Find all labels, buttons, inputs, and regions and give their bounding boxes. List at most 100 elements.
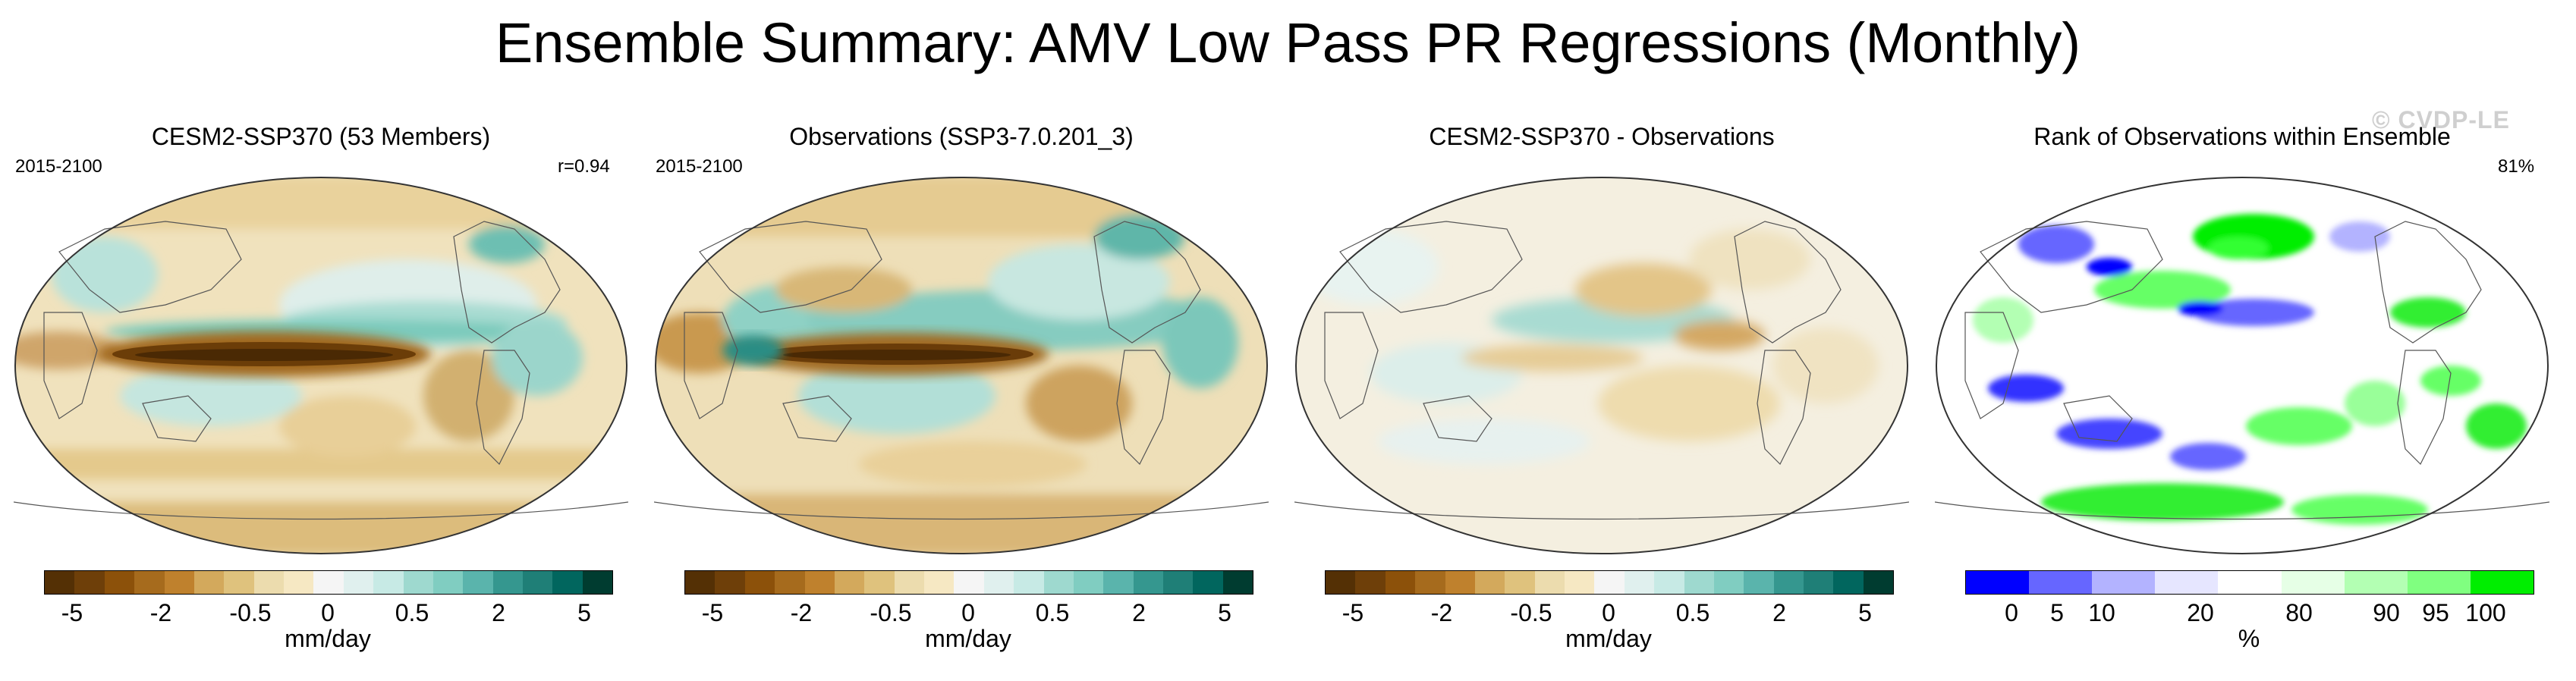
cbar3-tick: -5	[1341, 599, 1364, 626]
colorbar-swatch	[1624, 571, 1655, 594]
colorbar-swatch	[1863, 571, 1894, 594]
colorbar-swatch	[894, 571, 924, 594]
cbar1-tick: -0.5	[229, 599, 272, 626]
colorbar-swatch	[164, 571, 194, 594]
colorbar-swatch	[804, 571, 835, 594]
colorbar-swatch	[1773, 571, 1804, 594]
colorbar-swatch	[834, 571, 865, 594]
colorbar-swatch	[983, 571, 1014, 594]
cbar1-tick: -5	[61, 599, 83, 626]
map-rank	[1935, 177, 2549, 554]
cbar2-tick: 0.5	[1035, 599, 1070, 626]
colorbar-swatch	[744, 571, 775, 594]
colorbar-swatch	[1415, 571, 1445, 594]
colorbar-swatch	[1445, 571, 1475, 594]
colorbar-swatch	[2470, 571, 2534, 594]
panel-1-title: CESM2-SSP370 (53 Members)	[151, 123, 491, 150]
panel-4-title: Rank of Observations within Ensemble	[2033, 123, 2451, 150]
colorbar-swatch	[1326, 571, 1356, 594]
colorbar-1	[44, 570, 613, 595]
cbar3-tick: -0.5	[1510, 599, 1552, 626]
colorbar-swatch	[1043, 571, 1074, 594]
panel-4-rank-percent: 81%	[2498, 156, 2535, 177]
colorbar-swatch	[1804, 571, 1834, 594]
colorbar-swatch	[2092, 571, 2156, 594]
colorbar-swatch	[343, 571, 374, 594]
colorbar-swatch	[2029, 571, 2093, 594]
colorbar-swatch	[582, 571, 613, 594]
colorbar-swatch	[715, 571, 745, 594]
panel-2-period: 2015-2100	[656, 156, 743, 177]
colorbar-swatch	[313, 571, 344, 594]
colorbar-swatch	[2407, 571, 2471, 594]
colorbar-swatch	[1355, 571, 1386, 594]
cbar3-tick: 0	[1602, 599, 1615, 626]
colorbar-swatch	[864, 571, 895, 594]
cbar2-tick: -5	[701, 599, 724, 626]
colorbar-swatch	[284, 571, 314, 594]
colorbar-4	[1965, 570, 2534, 595]
colorbar-swatch	[1654, 571, 1684, 594]
colorbar-swatch	[224, 571, 254, 594]
cbar1-tick: 0.5	[395, 599, 429, 626]
cbar2-tick: -2	[790, 599, 813, 626]
panel-3-title: CESM2-SSP370 - Observations	[1429, 123, 1775, 150]
colorbar-swatch	[1133, 571, 1163, 594]
cbar1-unit: mm/day	[285, 625, 371, 652]
colorbar-swatch	[1073, 571, 1104, 594]
colorbar-swatch	[552, 571, 583, 594]
panel-2-title: Observations (SSP3-7.0.201_3)	[789, 123, 1134, 150]
colorbar-swatch	[74, 571, 105, 594]
map-ensemble-mean	[14, 177, 628, 554]
colorbar-swatch	[1565, 571, 1595, 594]
cbar3-tick: -2	[1430, 599, 1453, 626]
colorbar-swatch	[1505, 571, 1535, 594]
colorbar-swatch	[1684, 571, 1714, 594]
colorbar-swatch	[1534, 571, 1565, 594]
cbar3-tick: 5	[1858, 599, 1872, 626]
cbar3-tick: 0.5	[1675, 599, 1710, 626]
colorbar-swatch	[2218, 571, 2282, 594]
colorbar-swatch	[685, 571, 716, 594]
cbar2-tick: 0	[961, 599, 975, 626]
cbar4-tick: 10	[2088, 599, 2115, 626]
colorbar-swatch	[1713, 571, 1744, 594]
colorbar-swatch	[253, 571, 284, 594]
cbar4-tick: 100	[2465, 599, 2506, 626]
colorbar-swatch	[492, 571, 523, 594]
cbar4-tick: 95	[2422, 599, 2449, 626]
colorbar-2	[684, 570, 1253, 595]
colorbar-swatch	[193, 571, 225, 594]
colorbar-swatch	[954, 571, 984, 594]
cbar4-tick: 90	[2373, 599, 2400, 626]
colorbar-swatch	[463, 571, 493, 594]
colorbar-swatch	[1966, 571, 2030, 594]
cbar4-tick: 20	[2187, 599, 2214, 626]
main-title: Ensemble Summary: AMV Low Pass PR Regres…	[495, 11, 2081, 74]
colorbar-swatch	[373, 571, 404, 594]
colorbar-swatch	[1385, 571, 1416, 594]
colorbar-swatch	[1474, 571, 1505, 594]
cbar4-tick: 80	[2285, 599, 2313, 626]
cbar4-tick: 0	[2005, 599, 2018, 626]
colorbar-swatch	[2155, 571, 2219, 594]
cbar3-unit: mm/day	[1565, 625, 1652, 652]
colorbar-swatch	[2344, 571, 2408, 594]
cbar2-tick: -0.5	[870, 599, 912, 626]
cbar4-tick: 5	[2050, 599, 2064, 626]
cbar1-tick: -2	[149, 599, 172, 626]
map-difference	[1294, 177, 1909, 554]
cbar2-unit: mm/day	[925, 625, 1011, 652]
colorbar-swatch	[523, 571, 553, 594]
cbar1-tick: 2	[492, 599, 505, 626]
panel-1-period: 2015-2100	[15, 156, 102, 177]
colorbar-swatch	[775, 571, 805, 594]
cbar2-tick: 2	[1132, 599, 1146, 626]
colorbar-swatch	[403, 571, 433, 594]
panel-1-correlation: r=0.94	[558, 156, 610, 177]
cbar4-unit: %	[2238, 625, 2260, 652]
colorbar-swatch	[1193, 571, 1223, 594]
colorbar-swatch	[1103, 571, 1134, 594]
colorbar-swatch	[1833, 571, 1864, 594]
colorbar-swatch	[134, 571, 165, 594]
